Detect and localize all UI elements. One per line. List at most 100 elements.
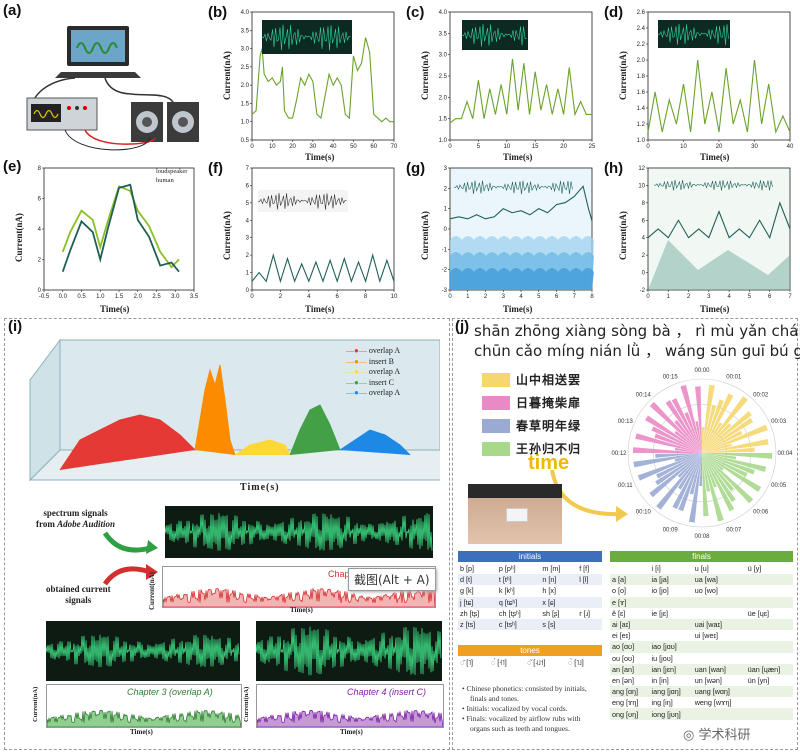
tone-cell: ◌̌ [˨˩˦] xyxy=(526,658,546,668)
table-row: zh [tʂ] ch [tʂʰ] sh [ʂ] r [ɹ] xyxy=(458,608,602,619)
table-cell: ou [oʊ] xyxy=(612,653,635,663)
x-tick-label: -0.5 xyxy=(39,294,50,300)
legend-item-4: insert C xyxy=(368,377,394,387)
polar-wedge xyxy=(702,422,723,453)
x-tick-label: 6 xyxy=(768,294,772,300)
polar-wedge xyxy=(702,453,754,504)
panel-i-3d-xlabel: Time(s) xyxy=(240,482,280,493)
table-cell: ua [wa] xyxy=(692,574,746,586)
chapter3-title: Chapter 3 (overlap A) xyxy=(127,687,213,697)
table-cell: q [tɕʰ] xyxy=(496,596,541,608)
polar-wedge xyxy=(702,393,734,453)
table-row: ◌̄ [˥] ◌́ [˧˥] ◌̌ [˨˩˦] ◌̀ [˥˩] xyxy=(458,657,602,668)
panel-e-legend-loudspeaker: loudspeaker xyxy=(156,168,188,175)
x-tick-label: 0 xyxy=(646,144,650,150)
tones-table: ◌̄ [˥] ◌́ [˧˥] ◌̌ [˨˩˦] ◌̀ [˥˩] xyxy=(458,657,602,668)
series-line xyxy=(647,201,791,240)
x-tick-label: 2 xyxy=(484,294,488,300)
y-tick-label: 8 xyxy=(38,166,42,172)
time-word: time xyxy=(528,452,570,474)
clock-label: 00:06 xyxy=(753,510,769,516)
wechat-icon: ◎ xyxy=(683,728,695,743)
y-tick-label: 4 xyxy=(246,218,250,224)
y-tick-label: 1.2 xyxy=(637,122,646,128)
table-cell: p [pʰ] xyxy=(498,564,516,574)
x-tick-label: 1 xyxy=(667,294,671,300)
panel-i-frame xyxy=(4,318,450,750)
table-cell: ao [ɑʊ] xyxy=(610,641,650,653)
panel-b-label: (b) xyxy=(208,4,228,21)
y-tick-label: 1.8 xyxy=(637,74,646,80)
y-tick-label: 6 xyxy=(38,197,42,203)
table-cell: k [kʰ] xyxy=(498,586,515,596)
x-tick-label: 6 xyxy=(336,294,340,300)
chapter4-waveform xyxy=(255,621,442,681)
initials-table: b [p] p [pʰ] m [m] f [f] d [t] t [tʰ] n [n] l [… xyxy=(458,563,602,631)
polar-wedge xyxy=(695,421,702,453)
table-cell: uan [wan] xyxy=(692,663,746,675)
polar-wedge xyxy=(702,396,748,453)
table-cell xyxy=(745,618,793,631)
poem-swatch-1 xyxy=(482,372,510,387)
polar-wedge xyxy=(702,399,724,453)
clock-label: 00:14 xyxy=(636,392,652,398)
clock-label: 00:04 xyxy=(777,451,793,457)
panel-e-xlabel: Time(s) xyxy=(100,304,130,314)
table-cell: un [wən] xyxy=(694,675,722,685)
table-cell: ui [weɪ] xyxy=(694,631,719,641)
clock-label: 00:13 xyxy=(618,419,634,425)
screenshot-tooltip[interactable]: 截图(Alt + A) xyxy=(348,568,436,591)
spectrum-waveform xyxy=(164,506,433,558)
y-tick-label: 0 xyxy=(642,271,646,277)
pinyin-line-1: shān zhōng xiàng sòng bà ， rì mù yǎn chá… xyxy=(474,322,800,340)
table-cell: i [i] xyxy=(651,564,661,574)
x-tick-label: 3 xyxy=(707,294,711,300)
panel-c-chart: 0 5 10 15 20 25 1.0 1.5 2.0 2.5 3.0 3.5 4.0 xyxy=(439,10,596,150)
polar-wedge xyxy=(649,401,702,453)
table-cell: iao [jɑʊ] xyxy=(649,641,693,653)
poem-line-4: 王孙归不归 xyxy=(516,442,582,456)
panel-d-chart: 0 10 20 30 40 1.0 1.2 1.4 1.6 1.8 2.0 2.2 2.4 2.6 xyxy=(637,10,794,150)
y-tick-label: 2.5 xyxy=(241,65,250,71)
table-row: eng [ɤŋ] ing [iŋ] weng [wɤŋ] xyxy=(610,697,793,708)
y-tick-label: 5 xyxy=(246,201,250,207)
phonetics-notes: • Chinese phonetics: consisted by initia… xyxy=(462,684,587,733)
y-tick-label: 2 xyxy=(444,186,448,192)
x-tick-label: 15 xyxy=(532,144,539,150)
table-cell: ei [eɪ] xyxy=(612,631,631,641)
x-tick-label: 0.5 xyxy=(77,294,86,300)
poem-line-1: 山中相送罢 xyxy=(516,373,582,387)
poem-swatch-4 xyxy=(482,441,510,456)
clock-label: 00:00 xyxy=(694,368,710,374)
table-cell: iang [jɑŋ] xyxy=(649,686,693,698)
table-cell xyxy=(610,563,650,574)
x-tick-label: 2.5 xyxy=(152,294,161,300)
x-tick-label: 3.5 xyxy=(190,294,199,300)
y-tick-label: 1.5 xyxy=(241,101,250,107)
y-tick-label: -2 xyxy=(640,288,646,294)
polar-wedge xyxy=(702,384,715,453)
table-cell: ai [aɪ] xyxy=(610,618,650,631)
table-cell xyxy=(650,630,693,641)
table-cell xyxy=(577,596,602,608)
panel-h-label: (h) xyxy=(604,160,624,177)
table-row: ai [aɪ] uai [waɪ] xyxy=(610,618,793,631)
polar-wedge xyxy=(651,426,702,453)
table-cell: uang [wɑŋ] xyxy=(692,686,746,698)
panel-f-audio-inset-wave xyxy=(257,193,347,210)
clock-label: 00:02 xyxy=(753,392,769,398)
chapter3-ylabel: Current(nA) xyxy=(32,686,39,722)
polar-wedge xyxy=(655,453,702,458)
series-line xyxy=(647,59,791,134)
polar-wedge xyxy=(702,447,755,453)
table-cell: z [ts] xyxy=(458,618,497,631)
y-tick-label: 2.5 xyxy=(439,74,448,80)
table-cell xyxy=(745,708,793,720)
panel-a-setup-diagram xyxy=(26,26,199,151)
table-cell xyxy=(746,630,793,641)
y-tick-label: 10 xyxy=(638,183,645,189)
panel-d-audio-inset-wave xyxy=(657,23,729,46)
table-cell: ong [ʊŋ] xyxy=(610,708,650,720)
polar-wedge xyxy=(702,453,724,471)
table-cell xyxy=(692,641,746,653)
